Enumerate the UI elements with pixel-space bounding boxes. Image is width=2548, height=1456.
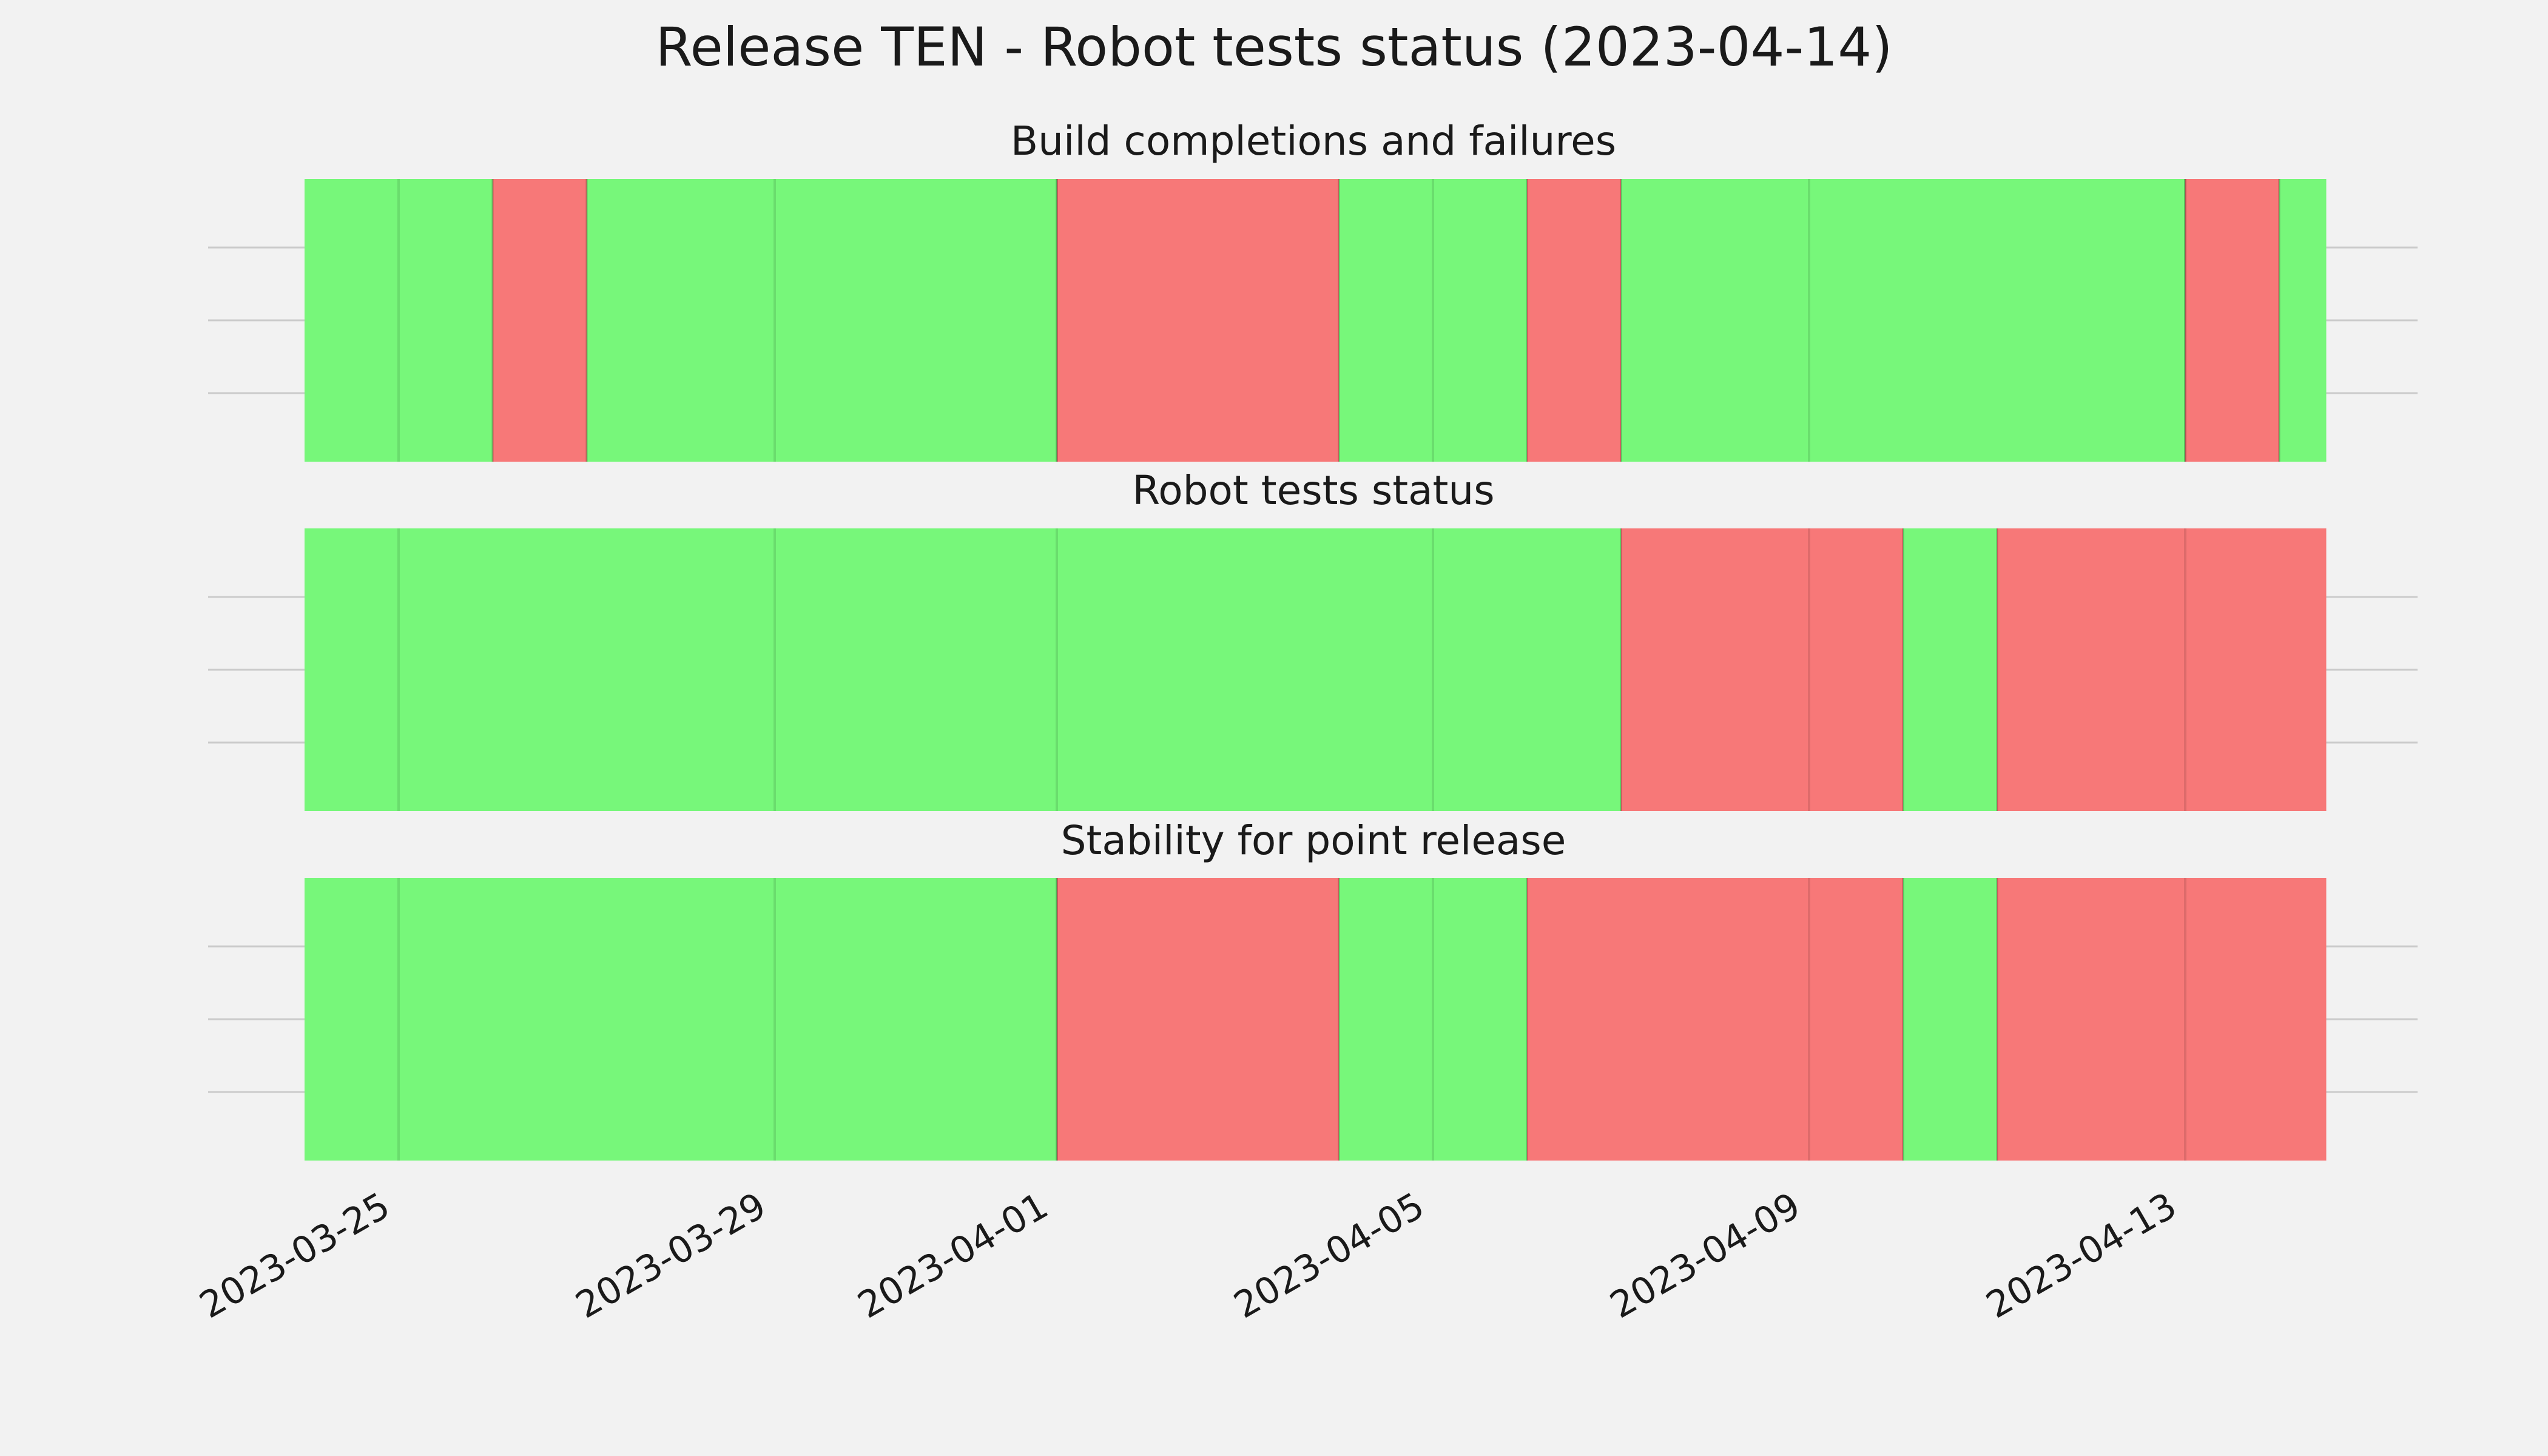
status-segment-pass [1621,179,2185,462]
status-segment-fail [1527,179,1621,462]
status-segment-fail [1997,878,2327,1161]
status-segment-fail [1057,878,1339,1161]
panel: Robot tests status [208,467,2418,811]
chart-title: Release TEN - Robot tests status (2023-0… [655,16,1892,78]
status-segment-fail [1527,878,1903,1161]
panel-title: Robot tests status [1132,467,1494,514]
status-segment-pass [305,528,1621,811]
status-segment-pass [1339,179,1527,462]
panels-group: Build completions and failures Robot test… [208,118,2418,1161]
status-segment-fail [1621,528,1903,811]
status-segment-pass [587,179,1057,462]
panel-title: Build completions and failures [1011,118,1616,164]
panel-title: Stability for point release [1061,817,1566,864]
status-segment-pass [305,878,1057,1161]
status-segment-fail [1997,528,2327,811]
status-segment-fail [493,179,587,462]
panel: Build completions and failures [208,118,2418,462]
status-segment-pass [1903,878,1997,1161]
status-segment-pass [305,179,493,462]
status-segment-fail [1057,179,1339,462]
status-segment-pass [1903,528,1997,811]
status-segment-pass [1339,878,1527,1161]
status-segment-fail [2185,179,2279,462]
status-segment-pass [2279,179,2327,462]
panel: Stability for point release [208,817,2418,1161]
